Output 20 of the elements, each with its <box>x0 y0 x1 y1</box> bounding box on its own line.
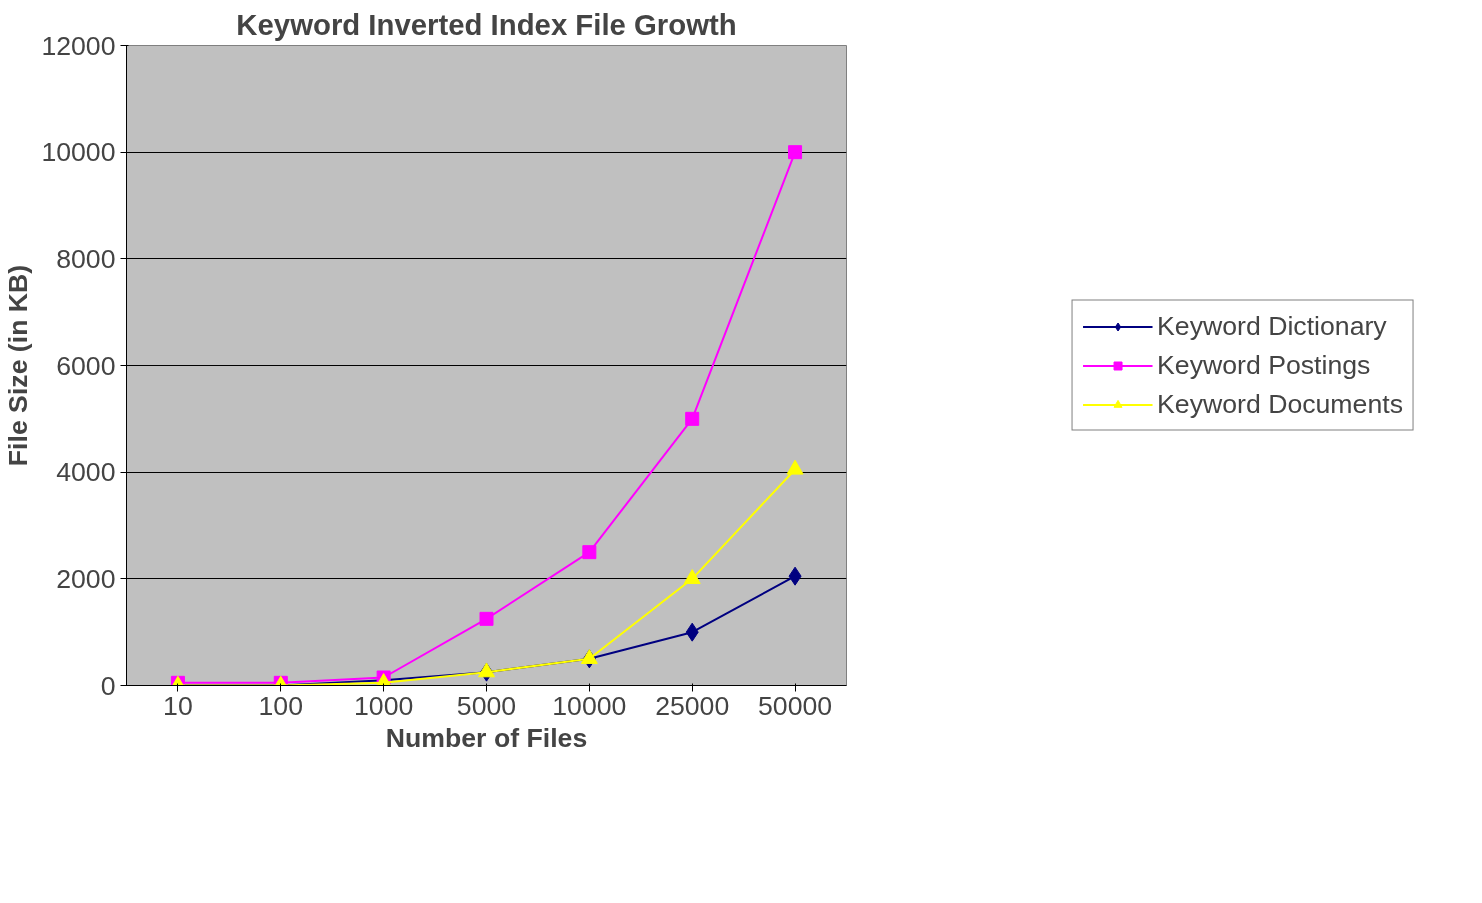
y-tick-label: 0 <box>100 670 116 701</box>
x-tick-label: 100 <box>258 690 304 721</box>
x-tick-label: 25000 <box>655 690 730 721</box>
y-tick-label: 4000 <box>56 457 116 488</box>
x-axis-title: Number of Files <box>385 722 588 753</box>
chart-title: Keyword Inverted Index File Growth <box>236 7 737 41</box>
x-tick-label: 5000 <box>456 690 517 721</box>
x-tick-label: 50000 <box>758 690 833 721</box>
x-tick-label: 10 <box>163 690 193 721</box>
legend-label: Keyword Documents <box>1157 388 1403 420</box>
legend-label: Keyword Dictionary <box>1157 310 1387 342</box>
y-tick-label: 6000 <box>56 350 116 381</box>
legend-label: Keyword Postings <box>1157 349 1371 381</box>
y-axis-title: File Size (in KB) <box>3 264 34 467</box>
y-tick-label: 8000 <box>56 243 116 274</box>
y-tick-label: 10000 <box>41 137 116 168</box>
x-tick-label: 1000 <box>353 690 414 721</box>
y-tick-label: 12000 <box>41 30 116 61</box>
y-tick-label: 2000 <box>56 563 116 594</box>
x-tick-label: 10000 <box>552 690 627 721</box>
